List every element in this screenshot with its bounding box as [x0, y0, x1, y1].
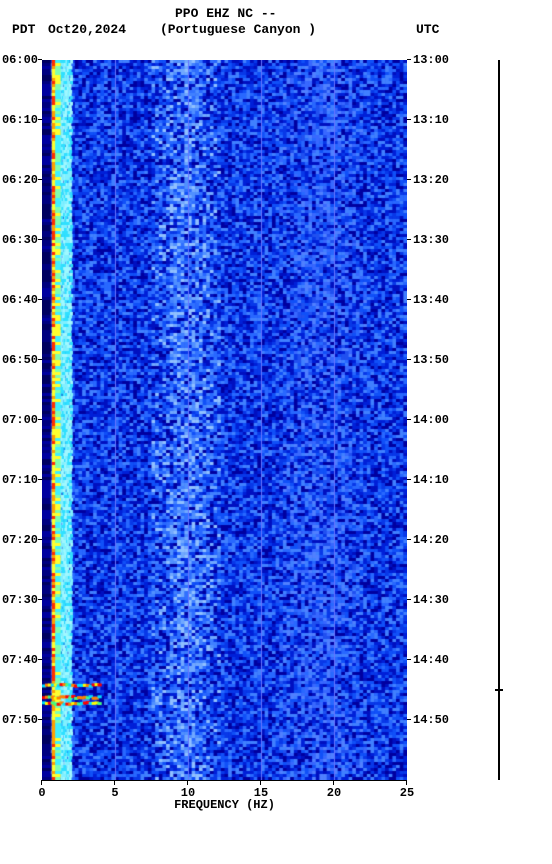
left-time-tick: 07:00: [2, 413, 38, 427]
right-tick-mark: [407, 419, 411, 420]
right-tick-mark: [407, 239, 411, 240]
right-timezone-label: UTC: [416, 22, 439, 37]
amplitude-scale-bar: [498, 60, 500, 780]
left-tick-mark: [38, 659, 42, 660]
right-tick-mark: [407, 359, 411, 360]
left-tick-mark: [38, 299, 42, 300]
x-axis-title: FREQUENCY (HZ): [174, 798, 275, 812]
right-time-tick: 13:20: [413, 173, 449, 187]
left-time-tick: 06:30: [2, 233, 38, 247]
left-tick-mark: [38, 239, 42, 240]
left-time-tick: 06:50: [2, 353, 38, 367]
left-tick-mark: [38, 359, 42, 360]
right-tick-mark: [407, 119, 411, 120]
left-time-tick: 07:40: [2, 653, 38, 667]
station-subtitle: (Portuguese Canyon ): [160, 22, 316, 37]
right-time-tick: 13:50: [413, 353, 449, 367]
right-time-tick: 13:00: [413, 53, 449, 67]
date-label: Oct20,2024: [48, 22, 126, 37]
right-time-tick: 14:20: [413, 533, 449, 547]
right-tick-mark: [407, 659, 411, 660]
left-time-tick: 06:40: [2, 293, 38, 307]
right-tick-mark: [407, 539, 411, 540]
right-tick-mark: [407, 719, 411, 720]
right-tick-mark: [407, 479, 411, 480]
right-tick-mark: [407, 299, 411, 300]
station-title: PPO EHZ NC --: [175, 6, 276, 21]
right-time-tick: 14:50: [413, 713, 449, 727]
freq-tick: 20: [327, 786, 341, 800]
spectrogram-figure: PPO EHZ NC -- (Portuguese Canyon ) PDT O…: [0, 0, 552, 864]
plot-bottom-border: [42, 780, 407, 781]
left-tick-mark: [38, 119, 42, 120]
left-tick-mark: [38, 479, 42, 480]
left-tick-mark: [38, 599, 42, 600]
freq-tick: 5: [111, 786, 118, 800]
left-time-tick: 07:30: [2, 593, 38, 607]
amplitude-scale-tick: [495, 689, 503, 691]
left-tick-mark: [38, 539, 42, 540]
right-time-tick: 14:10: [413, 473, 449, 487]
freq-tick: 25: [400, 786, 414, 800]
right-time-tick: 13:10: [413, 113, 449, 127]
left-time-tick: 07:50: [2, 713, 38, 727]
left-timezone-label: PDT: [12, 22, 35, 37]
left-time-tick: 06:10: [2, 113, 38, 127]
left-tick-mark: [38, 419, 42, 420]
left-time-tick: 06:20: [2, 173, 38, 187]
spectrogram-canvas: [42, 60, 407, 780]
spectrogram-plot: [42, 60, 407, 780]
right-time-tick: 13:30: [413, 233, 449, 247]
right-tick-mark: [407, 179, 411, 180]
left-tick-mark: [38, 59, 42, 60]
right-tick-mark: [407, 59, 411, 60]
left-time-tick: 06:00: [2, 53, 38, 67]
left-tick-mark: [38, 179, 42, 180]
freq-tick: 0: [38, 786, 45, 800]
left-time-tick: 07:20: [2, 533, 38, 547]
right-time-tick: 14:30: [413, 593, 449, 607]
right-tick-mark: [407, 599, 411, 600]
right-time-tick: 14:00: [413, 413, 449, 427]
right-time-tick: 13:40: [413, 293, 449, 307]
left-time-tick: 07:10: [2, 473, 38, 487]
left-tick-mark: [38, 719, 42, 720]
right-time-tick: 14:40: [413, 653, 449, 667]
